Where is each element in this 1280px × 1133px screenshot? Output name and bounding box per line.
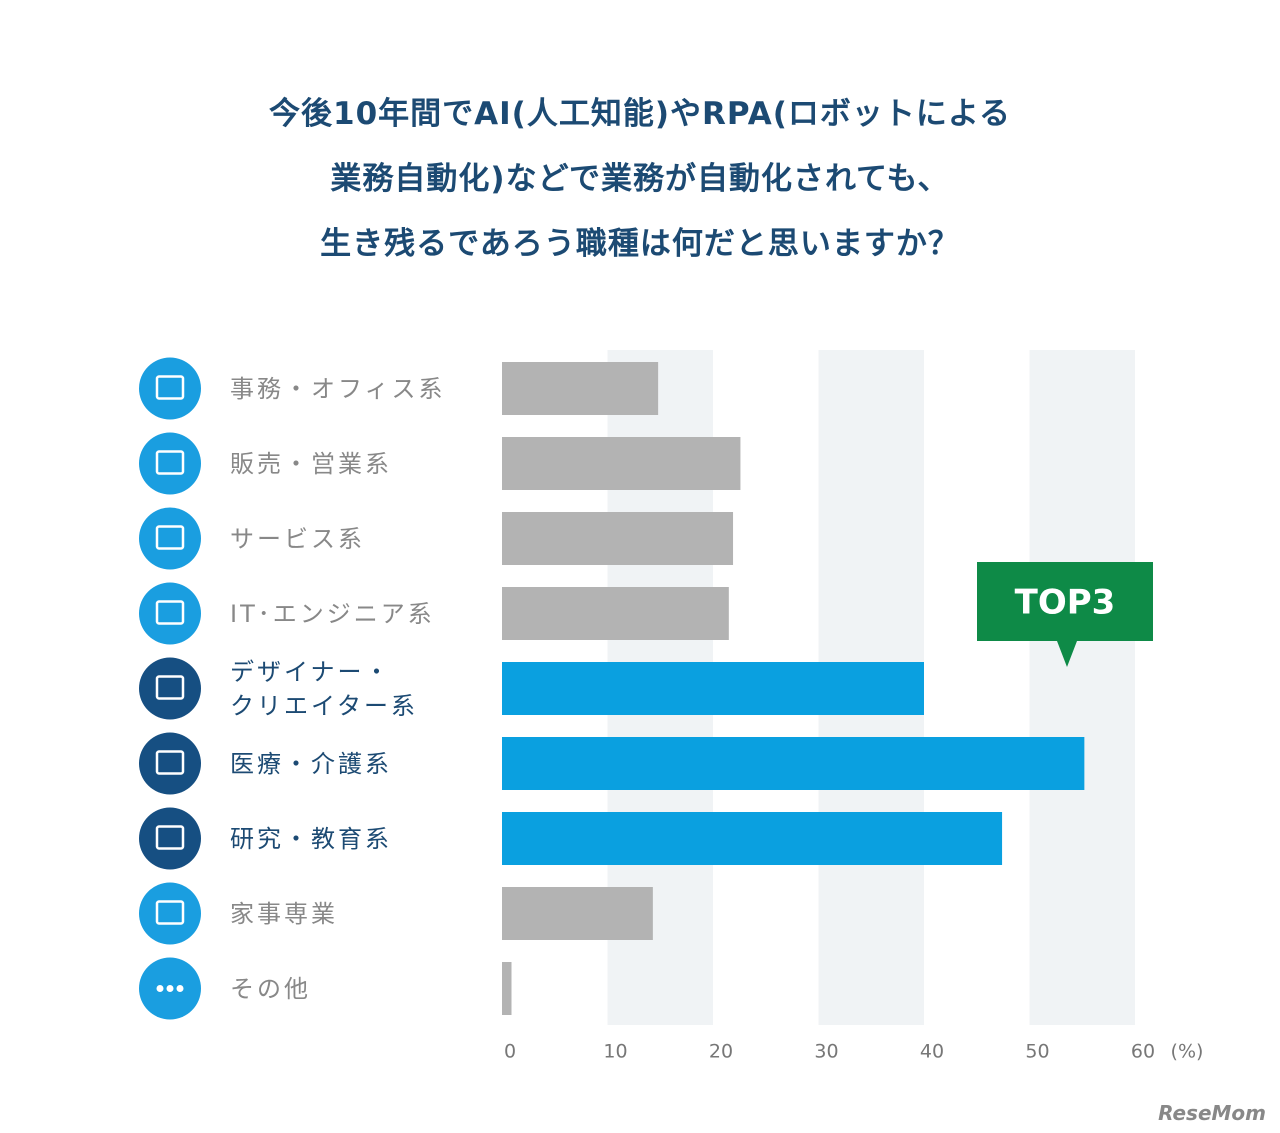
x-tick-label: 40 bbox=[920, 1041, 944, 1063]
category-icon bbox=[139, 732, 201, 795]
bar bbox=[502, 962, 512, 1015]
icon-glyph bbox=[155, 675, 185, 700]
annotation: TOP3 bbox=[1015, 583, 1116, 623]
bar bbox=[502, 362, 659, 415]
icon-glyph bbox=[155, 750, 185, 775]
category-label: 医療・介護系 bbox=[230, 749, 392, 778]
x-tick-label: 50 bbox=[1025, 1041, 1049, 1063]
icon-glyph bbox=[155, 450, 185, 475]
category-label: その他 bbox=[230, 974, 311, 1003]
category-icon bbox=[139, 357, 201, 420]
bar bbox=[502, 887, 653, 940]
x-tick-label: 60 bbox=[1131, 1041, 1155, 1063]
bar bbox=[502, 512, 734, 565]
category-icon bbox=[139, 582, 201, 645]
category-icon bbox=[139, 807, 201, 870]
bar bbox=[502, 587, 729, 640]
category-label: デザイナー・ クリエイター系 bbox=[230, 657, 419, 720]
chart-title: 今後10年間でAI(人工知能)やRPA(ロボットによる 業務自動化)などで業務が… bbox=[269, 96, 1011, 262]
category-label: 販売・営業系 bbox=[230, 449, 392, 478]
category-label: 家事専業 bbox=[230, 899, 338, 928]
bar bbox=[502, 737, 1085, 790]
category-icon bbox=[139, 432, 201, 495]
x-tick-label: 10 bbox=[603, 1041, 627, 1063]
category-label: IT･エンジニア系 bbox=[230, 599, 435, 628]
icon-glyph bbox=[166, 985, 174, 992]
category-label: 事務・オフィス系 bbox=[230, 374, 446, 403]
x-tick-label: 20 bbox=[709, 1041, 733, 1063]
category-icon bbox=[139, 657, 201, 720]
watermark: ReseMom bbox=[1158, 1101, 1266, 1125]
x-tick-label: 0 bbox=[504, 1041, 516, 1063]
bar bbox=[502, 662, 924, 715]
icon-glyph bbox=[155, 900, 185, 925]
bar bbox=[502, 437, 741, 490]
icon-glyph bbox=[176, 985, 184, 992]
category-label: 研究・教育系 bbox=[230, 824, 392, 853]
icon-glyph bbox=[155, 825, 185, 850]
annotation-box bbox=[977, 562, 1153, 667]
icon-glyph bbox=[155, 525, 185, 550]
category-icon bbox=[139, 882, 201, 945]
icon-glyph bbox=[156, 985, 164, 992]
icon-glyph bbox=[155, 375, 185, 400]
bar bbox=[502, 812, 1003, 865]
x-axis-label: (%) bbox=[1171, 1041, 1204, 1063]
icon-glyph bbox=[155, 600, 185, 625]
category-label: サービス系 bbox=[230, 524, 365, 553]
grid-band bbox=[1029, 350, 1135, 1025]
category-icon bbox=[139, 507, 201, 570]
x-tick-label: 30 bbox=[814, 1041, 838, 1063]
